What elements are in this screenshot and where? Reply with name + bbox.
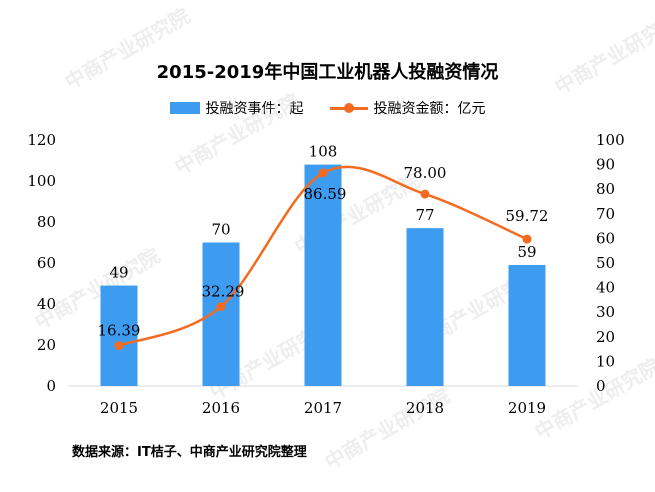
bar: [100, 285, 138, 386]
amount-point: [522, 234, 532, 244]
bar: [304, 164, 342, 386]
bar-value-label: 108: [309, 143, 338, 161]
watermark-text: 中商产业研究院: [551, 9, 655, 100]
y-left-tick-label: 20: [37, 336, 56, 354]
amount-value-label: 32.29: [202, 283, 245, 301]
y-right-tick-label: 100: [596, 131, 625, 149]
bar-value-label: 59: [517, 243, 536, 261]
watermark-text: 中商产业研究院: [171, 89, 304, 180]
y-left-tick-label: 120: [27, 131, 56, 149]
y-right-tick-label: 10: [596, 352, 615, 370]
legend: 投融资事件：起 投融资金额：亿元: [0, 98, 655, 118]
legend-item-events: 投融资事件：起: [169, 98, 304, 118]
amount-point: [420, 189, 430, 199]
source-note: 数据来源：IT桔子、中商产业研究院整理: [72, 445, 307, 460]
y-left-tick-label: 0: [46, 377, 56, 395]
y-right-tick-label: 70: [596, 205, 615, 223]
watermark-text: 中商产业研究院: [531, 354, 655, 445]
y-right-tick-label: 20: [596, 328, 615, 346]
line-series: [114, 165, 532, 351]
x-tick-label: 2019: [508, 399, 546, 417]
chart-title: 2015-2019年中国工业机器人投融资情况: [156, 62, 499, 83]
bar-value-label: 70: [211, 221, 230, 239]
bar-value-label: 77: [415, 206, 434, 224]
y-right-tick-label: 30: [596, 303, 615, 321]
amount-value-label: 59.72: [506, 207, 549, 225]
legend-label-events: 投融资事件：起: [205, 101, 304, 117]
amount-value-label: 16.39: [98, 322, 141, 340]
x-tick-label: 2015: [100, 399, 138, 417]
axes: 0 20 40 60 80 100 120 0 10 20 30 40 50 60 70 80 90 100 201…: [27, 131, 624, 417]
bar: [202, 242, 240, 386]
data-labels: 49 70 108 77 59 16.39 32.29 86.59 78.00 59.72: [98, 143, 549, 340]
x-tick-label: 2018: [406, 399, 444, 417]
y-right-tick-label: 0: [596, 377, 606, 395]
bar-value-label: 49: [109, 264, 128, 282]
legend-swatch-line: [329, 102, 368, 114]
legend-label-amount: 投融资金额：亿元: [373, 101, 486, 117]
y-right-tick-label: 60: [596, 229, 615, 247]
bar: [508, 265, 546, 386]
x-tick-label: 2017: [304, 399, 342, 417]
y-left-tick-label: 40: [37, 295, 56, 313]
y-right-tick-label: 40: [596, 279, 615, 297]
y-right-tick-label: 80: [596, 180, 615, 198]
y-left-tick-label: 100: [27, 172, 56, 190]
y-left-tick-label: 80: [37, 213, 56, 231]
legend-swatch-bar: [169, 102, 200, 114]
x-tick-label: 2016: [202, 399, 240, 417]
amount-point: [216, 302, 226, 312]
y-right-tick-label: 50: [596, 254, 615, 272]
bar: [406, 228, 444, 386]
amount-point: [318, 168, 328, 178]
y-right-tick-label: 90: [596, 156, 615, 174]
amount-point: [114, 341, 124, 351]
amount-value-label: 86.59: [304, 185, 347, 203]
legend-item-amount: 投融资金额：亿元: [329, 98, 486, 118]
watermark-text: 中商产业研究院: [61, 4, 194, 95]
amount-value-label: 78.00: [404, 164, 447, 182]
watermark-text: 中商产业研究院: [321, 384, 454, 475]
y-left-tick-label: 60: [37, 254, 56, 272]
